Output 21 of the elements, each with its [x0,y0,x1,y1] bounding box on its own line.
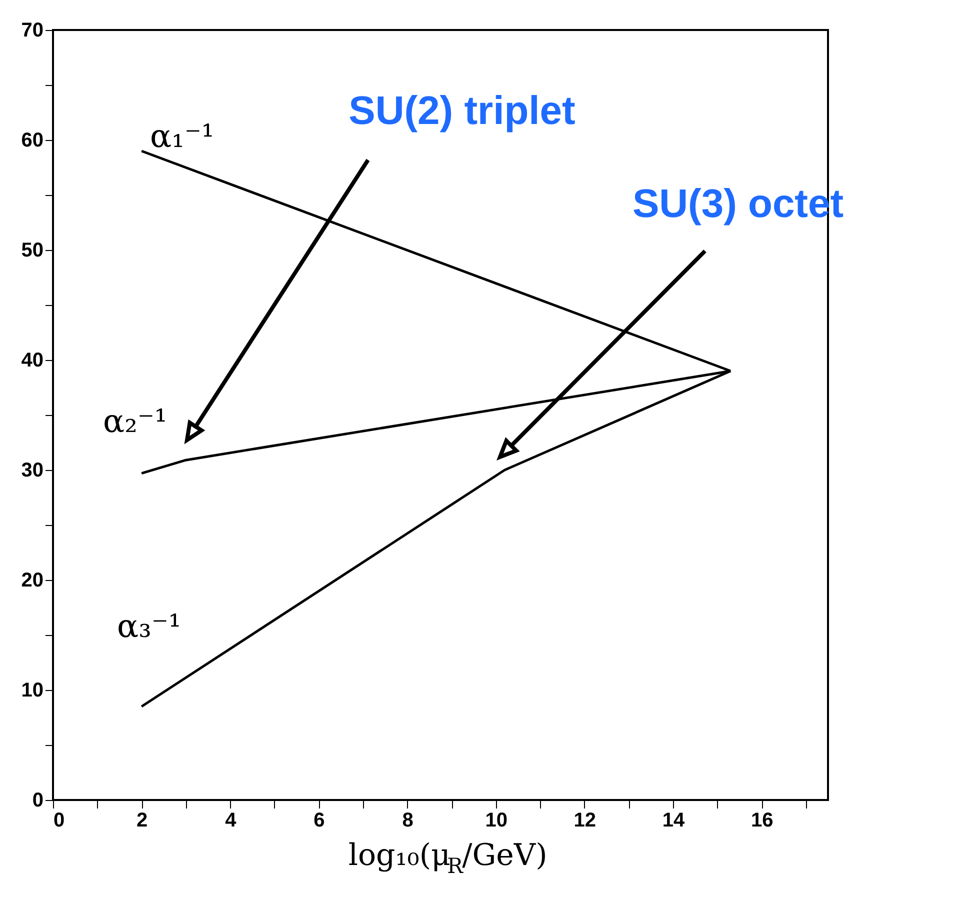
y-tick-label: 20 [21,570,44,592]
x-tick-label: 14 [662,810,686,832]
annotation: α₃⁻¹ [117,607,182,645]
annotation: α₁⁻¹ [150,117,214,155]
annotation: α₂⁻¹ [103,402,168,440]
annotation: SU(2) triplet [348,89,576,133]
y-tick-label: 10 [21,680,44,702]
x-tick-label: 6 [314,810,325,832]
y-tick-label: 60 [21,130,44,152]
x-tick-label: 0 [54,810,65,832]
x-tick-label: 16 [750,810,774,832]
x-tick-label: 8 [402,810,414,832]
y-tick-label: 0 [32,790,44,812]
y-tick-label: 50 [21,240,44,262]
x-tick-label: 4 [225,810,238,832]
x-tick-label: 2 [136,810,148,832]
y-tick-label: 70 [21,20,44,42]
x-tick-label: 12 [574,810,596,832]
y-tick-label: 40 [21,350,44,372]
x-tick-label: 10 [485,810,508,832]
y-tick-label: 30 [21,460,44,482]
